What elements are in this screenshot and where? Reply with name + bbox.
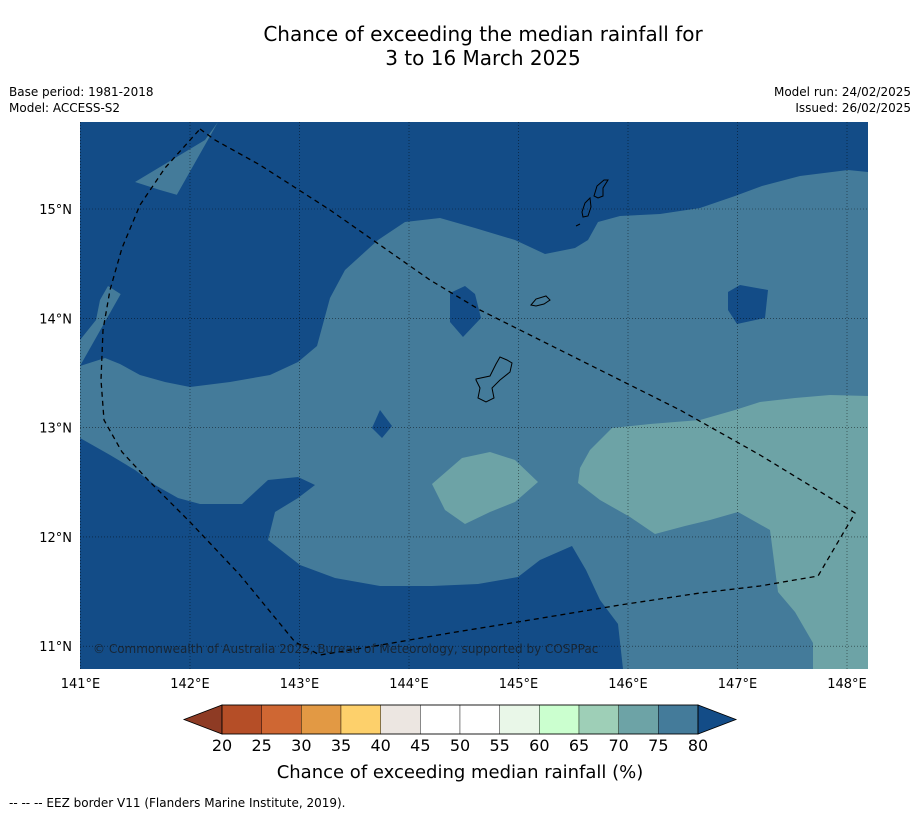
longitude-label: 144°E <box>389 677 429 692</box>
longitude-label: 143°E <box>280 677 320 692</box>
latitude-label: 12°N <box>39 531 72 546</box>
meta-right: Model run: 24/02/2025 Issued: 26/02/2025 <box>774 84 911 116</box>
latitude-label: 15°N <box>39 203 72 218</box>
colorbar-title: Chance of exceeding median rainfall (%) <box>277 762 644 783</box>
longitude-labels: 141°E 142°E 143°E 144°E 145°E 146°E 147°E 148°E <box>61 677 867 692</box>
colorbar-tick-label: 20 <box>212 736 232 755</box>
eez-footnote: -- -- -- EEZ border V11 (Flanders Marine… <box>9 796 346 810</box>
map-title: Chance of exceeding the median rainfall … <box>0 22 919 70</box>
island-guam <box>475 356 513 403</box>
rainfall-class-80-plus-southwest <box>80 438 623 669</box>
colorbar-tick-label: 70 <box>608 736 628 755</box>
island-tinian <box>581 196 592 218</box>
colorbar: 20 25 30 35 40 45 50 55 60 65 70 75 80 <box>182 704 738 755</box>
latitude-label: 14°N <box>39 312 72 327</box>
colorbar-swatch <box>301 704 342 735</box>
colorbar-swatch <box>340 704 381 735</box>
model-run: Model run: 24/02/2025 <box>773 85 911 99</box>
graticule <box>80 122 868 669</box>
base-period: Base period: 1981-2018 <box>9 85 154 99</box>
colorbar-swatch <box>658 704 699 735</box>
longitude-label: 142°E <box>170 677 210 692</box>
island-aguijan <box>575 223 581 227</box>
islands <box>475 179 609 403</box>
colorbar-tick-label: 30 <box>291 736 311 755</box>
colorbar-tick-label: 25 <box>251 736 271 755</box>
rainfall-class-80-plus-patch-east <box>728 285 768 324</box>
colorbar-swatch <box>539 704 580 735</box>
rainfall-class-70-75-east <box>578 395 868 669</box>
longitude-label: 147°E <box>718 677 758 692</box>
colorbar-tick-label: 65 <box>569 736 589 755</box>
colorbar-swatch <box>578 704 619 735</box>
longitude-label: 148°E <box>827 677 867 692</box>
rainfall-class-80-plus-north <box>80 122 868 387</box>
latitude-label: 13°N <box>39 422 72 437</box>
colorbar-swatch <box>459 704 500 735</box>
colorbar-tick-label: 60 <box>529 736 549 755</box>
island-saipan <box>593 179 609 199</box>
rainfall-class-70-75-central <box>432 452 538 524</box>
colorbar-swatch <box>221 704 262 735</box>
colorbar-tick-label: 80 <box>688 736 708 755</box>
colorbar-swatch <box>499 704 540 735</box>
colorbar-swatch <box>380 704 421 735</box>
map-title-line2: 3 to 16 March 2025 <box>385 46 581 70</box>
colorbar-tick-label: 35 <box>331 736 351 755</box>
colorbar-swatch <box>261 704 302 735</box>
rainfall-class-80-plus-patch-small <box>372 410 392 438</box>
colorbar-tick-label: 40 <box>370 736 390 755</box>
latitude-labels: 15°N 14°N 13°N 12°N 11°N <box>39 203 72 655</box>
colorbar-tick-label: 55 <box>489 736 509 755</box>
island-rota <box>530 295 551 307</box>
colorbar-tick-label: 50 <box>450 736 470 755</box>
meta-left: Base period: 1981-2018 Model: ACCESS-S2 <box>9 84 154 116</box>
longitude-label: 146°E <box>608 677 648 692</box>
colorbar-swatch <box>420 704 461 735</box>
longitude-label: 141°E <box>61 677 101 692</box>
copyright-text: © Commonwealth of Australia 2025, Bureau… <box>93 642 598 656</box>
map-title-line1: Chance of exceeding the median rainfall … <box>263 22 703 46</box>
colorbar-extend-high <box>697 704 738 735</box>
colorbar-tick-label: 75 <box>648 736 668 755</box>
latitude-label: 11°N <box>39 640 72 655</box>
colorbar-extend-low <box>182 704 223 735</box>
colorbar-swatch <box>618 704 659 735</box>
rainfall-map <box>80 122 868 669</box>
longitude-label: 145°E <box>499 677 539 692</box>
colorbar-tick-label: 45 <box>410 736 430 755</box>
rainfall-class-80-plus-patch-guam <box>450 286 481 337</box>
model-name: Model: ACCESS-S2 <box>9 101 121 115</box>
colorbar-outline <box>221 704 699 735</box>
issued-date: Issued: 26/02/2025 <box>795 101 911 115</box>
